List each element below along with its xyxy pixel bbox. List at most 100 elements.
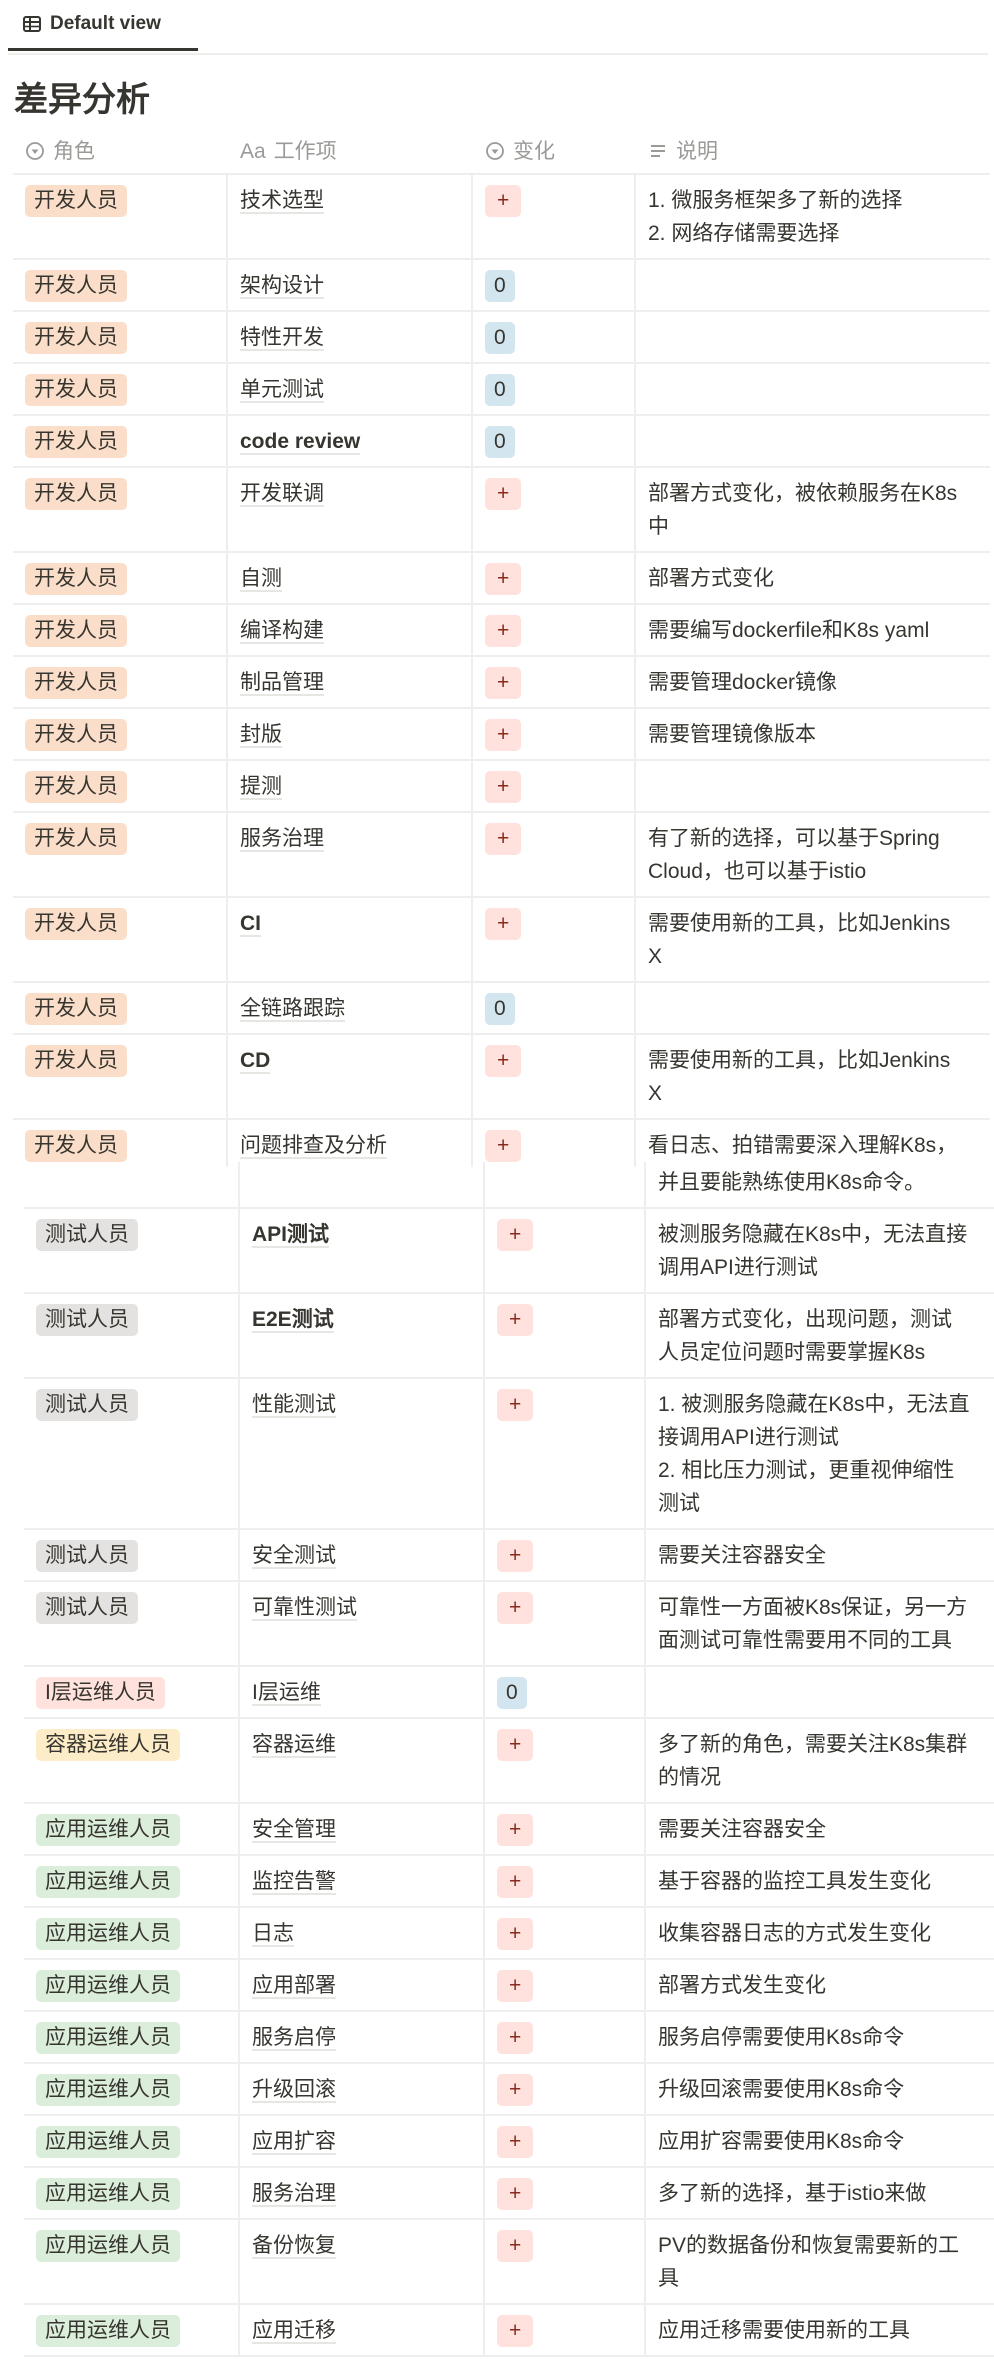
item-cell[interactable]: 安全管理: [240, 1804, 485, 1854]
role-cell[interactable]: 测试人员: [24, 1530, 240, 1580]
desc-cell[interactable]: [636, 312, 990, 362]
table-row[interactable]: 开发人员 技术选型 +1. 微服务框架多了新的选择 2. 网络存储需要选择: [13, 175, 990, 260]
table-row[interactable]: 应用运维人员 服务治理 + 多了新的选择，基于istio来做: [24, 2168, 994, 2220]
item-cell[interactable]: 应用迁移: [240, 2305, 485, 2355]
item-cell[interactable]: 可靠性测试: [240, 1582, 485, 1665]
role-cell[interactable]: 开发人员: [13, 813, 228, 896]
desc-cell[interactable]: 可靠性一方面被K8s保证，另一方 面测试可靠性需要用不同的工具: [658, 1596, 968, 1652]
item-cell[interactable]: 制品管理: [228, 657, 473, 707]
role-cell[interactable]: 应用运维人员: [24, 2220, 240, 2303]
role-cell[interactable]: 容器运维人员: [24, 1719, 240, 1802]
table-row[interactable]: 应用运维人员 安全管理 + 需要关注容器安全: [24, 1804, 994, 1856]
role-cell[interactable]: 开发人员: [13, 709, 228, 759]
work-item-title[interactable]: 提测: [240, 775, 282, 800]
table-row[interactable]: I层运维人员 I层运维 0: [24, 1667, 994, 1719]
role-cell[interactable]: 开发人员: [13, 312, 228, 362]
desc-cell[interactable]: 需要管理镜像版本: [648, 723, 816, 746]
item-cell[interactable]: CI: [228, 898, 473, 981]
desc-cell[interactable]: 看日志、拍错需要深入理解K8s，: [648, 1134, 958, 1157]
work-item-title[interactable]: 安全管理: [252, 1818, 336, 1843]
work-item-title[interactable]: 制品管理: [240, 671, 324, 696]
table-row[interactable]: 应用运维人员 应用迁移 + 应用迁移需要使用新的工具: [24, 2305, 994, 2357]
role-cell[interactable]: 开发人员: [13, 468, 228, 551]
desc-cell[interactable]: 需要使用新的工具，比如Jenkins X: [648, 912, 951, 968]
change-cell[interactable]: +: [473, 175, 636, 258]
role-cell[interactable]: 开发人员: [13, 657, 228, 707]
role-cell[interactable]: 应用运维人员: [24, 1856, 240, 1906]
role-cell[interactable]: 开发人员: [13, 761, 228, 811]
work-item-title[interactable]: 备份恢复: [252, 2234, 336, 2259]
item-cell[interactable]: 问题排查及分析: [228, 1120, 473, 1167]
change-cell[interactable]: +: [485, 1856, 646, 1906]
work-item-title[interactable]: API测试: [252, 1223, 330, 1248]
tab-default-view[interactable]: Default view: [8, 0, 198, 51]
work-item-title[interactable]: 性能测试: [252, 1393, 336, 1418]
table-row[interactable]: 开发人员 CI + 需要使用新的工具，比如Jenkins X: [13, 898, 990, 983]
table-row[interactable]: 开发人员 CD + 需要使用新的工具，比如Jenkins X: [13, 1035, 990, 1120]
desc-cell[interactable]: 多了新的角色，需要关注K8s集群 的情况: [658, 1733, 968, 1789]
table-row[interactable]: 测试人员 安全测试 + 需要关注容器安全: [24, 1530, 994, 1582]
work-item-title[interactable]: 开发联调: [240, 482, 324, 507]
work-item-title[interactable]: 应用迁移: [252, 2319, 336, 2344]
change-cell[interactable]: 0: [473, 983, 636, 1033]
change-cell[interactable]: +: [473, 468, 636, 551]
role-cell[interactable]: 测试人员: [24, 1209, 240, 1292]
item-cell[interactable]: 封版: [228, 709, 473, 759]
change-cell[interactable]: +: [485, 1294, 646, 1377]
role-cell[interactable]: 开发人员: [13, 1120, 228, 1167]
table-row[interactable]: 测试人员 API测试 + 被测服务隐藏在K8s中，无法直接 调用API进行测试: [24, 1209, 994, 1294]
work-item-title[interactable]: 封版: [240, 723, 282, 748]
desc-cell[interactable]: 有了新的选择，可以基于Spring Cloud，也可以基于istio: [648, 827, 940, 883]
work-item-title[interactable]: 架构设计: [240, 274, 324, 299]
change-cell[interactable]: +: [485, 1908, 646, 1958]
desc-cell[interactable]: 部署方式发生变化: [658, 1974, 826, 1997]
table-row[interactable]: 应用运维人员 备份恢复 + PV的数据备份和恢复需要新的工 具: [24, 2220, 994, 2305]
desc-cell[interactable]: 部署方式变化，出现问题，测试 人员定位问题时需要掌握K8s: [658, 1308, 952, 1364]
change-cell[interactable]: +: [485, 2168, 646, 2218]
desc-cell[interactable]: 部署方式变化，被依赖服务在K8s 中: [648, 482, 958, 538]
desc-cell[interactable]: 1. 被测服务隐藏在K8s中，无法直 接调用API进行测试 2. 相比压力测试，…: [658, 1393, 970, 1515]
work-item-title[interactable]: 服务启停: [252, 2026, 336, 2051]
role-cell[interactable]: 应用运维人员: [24, 2064, 240, 2114]
table-row[interactable]: 开发人员 封版 + 需要管理镜像版本: [13, 709, 990, 761]
desc-cell[interactable]: 基于容器的监控工具发生变化: [658, 1870, 931, 1893]
table-row[interactable]: 应用运维人员 日志 + 收集容器日志的方式发生变化: [24, 1908, 994, 1960]
role-cell[interactable]: 开发人员: [13, 1035, 228, 1118]
work-item-title[interactable]: CI: [240, 912, 261, 937]
desc-cell[interactable]: [636, 761, 990, 811]
work-item-title[interactable]: 服务治理: [252, 2182, 336, 2207]
item-cell[interactable]: 特性开发: [228, 312, 473, 362]
role-cell[interactable]: 开发人员: [13, 416, 228, 466]
change-cell[interactable]: 0: [473, 364, 636, 414]
column-header-item[interactable]: Aa 工作项: [228, 129, 473, 173]
table-row[interactable]: 开发人员 开发联调 + 部署方式变化，被依赖服务在K8s 中: [13, 468, 990, 553]
role-cell[interactable]: 测试人员: [24, 1582, 240, 1665]
role-cell[interactable]: 开发人员: [13, 983, 228, 1033]
desc-cell[interactable]: 需要使用新的工具，比如Jenkins X: [648, 1049, 951, 1105]
table-row[interactable]: 开发人员 特性开发 0: [13, 312, 990, 364]
table-row[interactable]: 容器运维人员 容器运维 + 多了新的角色，需要关注K8s集群 的情况: [24, 1719, 994, 1804]
item-cell[interactable]: 架构设计: [228, 260, 473, 310]
item-cell[interactable]: 应用部署: [240, 1960, 485, 2010]
table-row[interactable]: 开发人员 编译构建 + 需要编写dockerfile和K8s yaml: [13, 605, 990, 657]
item-cell[interactable]: 监控告警: [240, 1856, 485, 1906]
table-row[interactable]: 开发人员 code review 0: [13, 416, 990, 468]
change-cell[interactable]: 0: [473, 416, 636, 466]
work-item-title[interactable]: 应用扩容: [252, 2130, 336, 2155]
item-cell[interactable]: 应用扩容: [240, 2116, 485, 2166]
desc-cell[interactable]: 服务启停需要使用K8s命令: [658, 2026, 905, 2049]
role-cell[interactable]: 测试人员: [24, 1294, 240, 1377]
item-cell[interactable]: 安全测试: [240, 1530, 485, 1580]
desc-cell[interactable]: [646, 1667, 994, 1717]
desc-cell[interactable]: [636, 416, 990, 466]
role-cell[interactable]: 开发人员: [13, 175, 228, 258]
role-cell[interactable]: 应用运维人员: [24, 2305, 240, 2355]
work-item-title[interactable]: code review: [240, 430, 361, 455]
role-cell[interactable]: 开发人员: [13, 898, 228, 981]
change-cell[interactable]: +: [485, 2064, 646, 2114]
role-cell[interactable]: I层运维人员: [24, 1667, 240, 1717]
work-item-title[interactable]: 容器运维: [252, 1733, 336, 1758]
role-cell[interactable]: 开发人员: [13, 260, 228, 310]
role-cell[interactable]: 开发人员: [13, 605, 228, 655]
desc-cell[interactable]: 收集容器日志的方式发生变化: [658, 1922, 931, 1945]
